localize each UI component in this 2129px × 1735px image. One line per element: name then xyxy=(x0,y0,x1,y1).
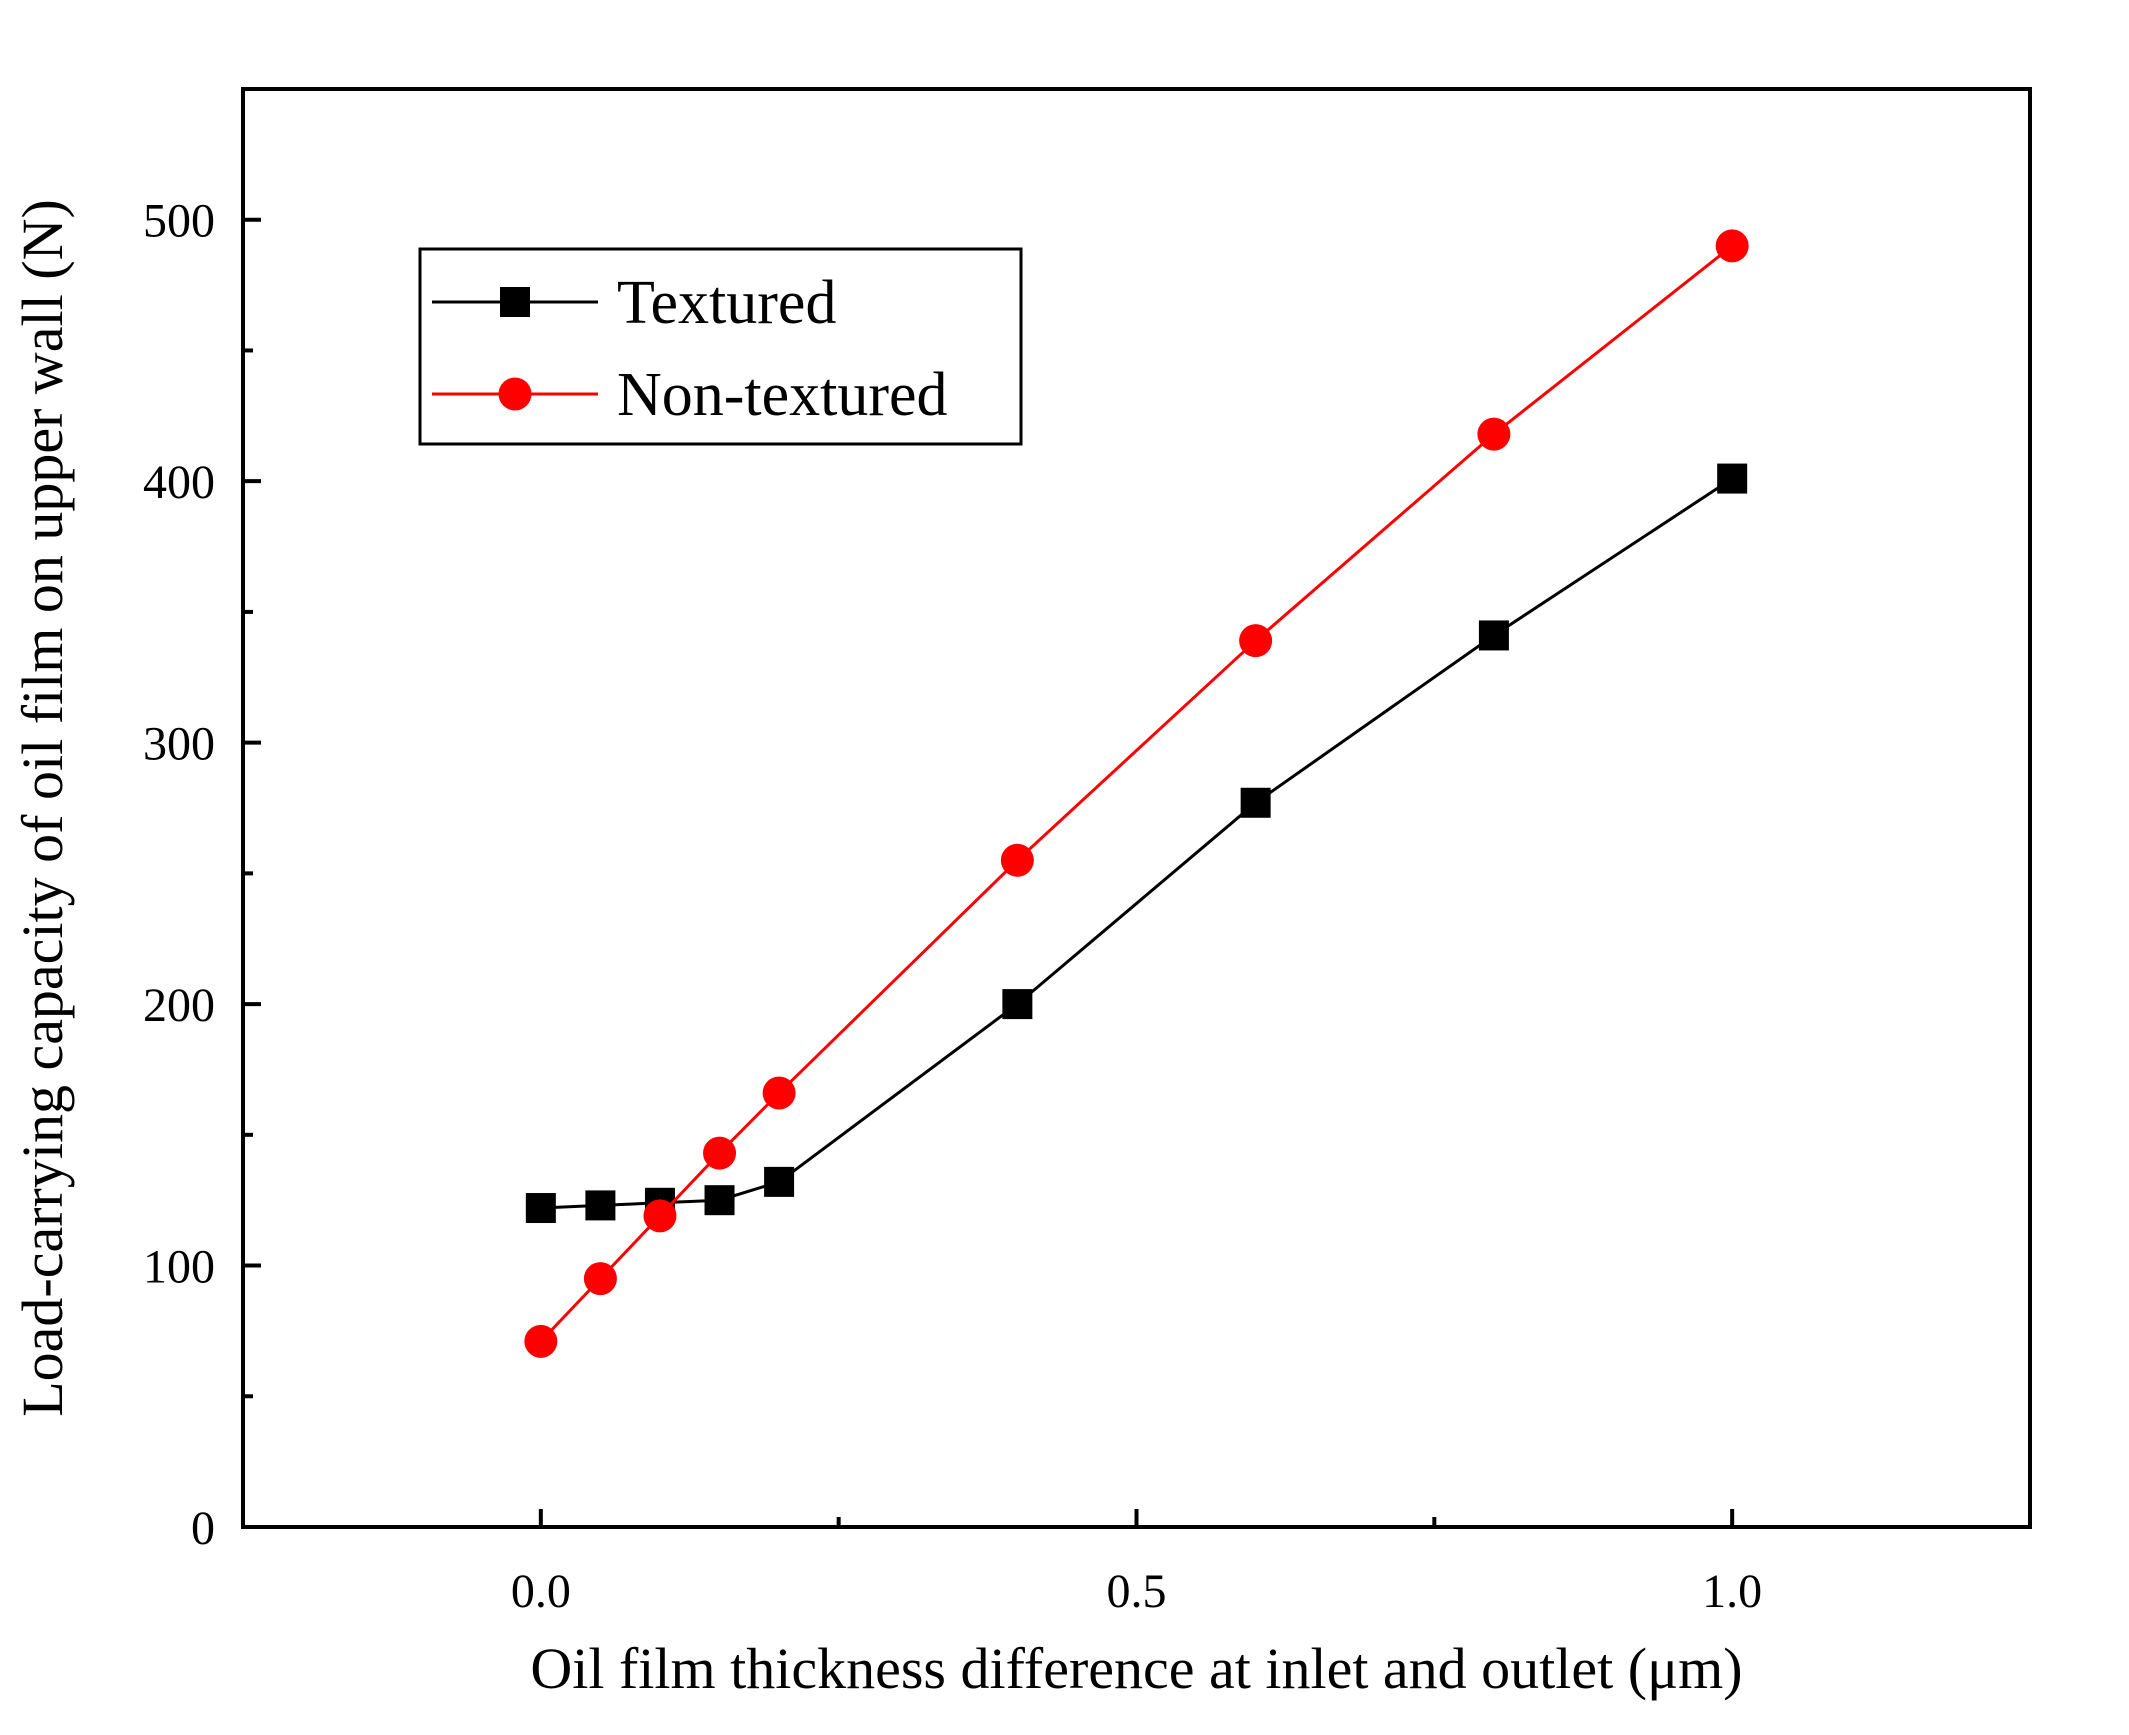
legend: Textured Non-textured xyxy=(418,247,1023,446)
data-point xyxy=(524,1324,558,1358)
data-point xyxy=(762,1076,796,1110)
x-tick-label: 1.0 xyxy=(1702,1565,1762,1618)
data-point xyxy=(764,1166,795,1197)
series xyxy=(524,229,1749,1358)
legend-item: Non-textured xyxy=(432,361,948,429)
ticks: 0.0 0.5 1.0 0 100 200 300 400 500 xyxy=(143,195,1762,1618)
y-tick-label: 300 xyxy=(143,718,215,771)
data-point xyxy=(585,1190,616,1221)
legend-label: Textured xyxy=(617,269,836,337)
series-non-textured xyxy=(524,229,1749,1358)
legend-marker xyxy=(500,287,530,317)
y-tick-label: 500 xyxy=(143,195,215,248)
y-tick-label: 100 xyxy=(143,1241,215,1294)
series-line xyxy=(540,477,1734,1210)
y-tick-label: 400 xyxy=(143,456,215,509)
series-textured xyxy=(525,463,1748,1224)
x-tick-label: 0.0 xyxy=(511,1565,571,1618)
legend-item: Textured xyxy=(432,269,836,337)
data-point xyxy=(1715,229,1749,263)
data-point xyxy=(643,1199,677,1233)
y-tick-label: 0 xyxy=(191,1502,215,1555)
x-tick-label: 0.5 xyxy=(1107,1565,1167,1618)
data-point xyxy=(1239,624,1273,658)
data-point xyxy=(1478,620,1509,651)
x-axis-title: Oil film thickness difference at inlet a… xyxy=(530,1636,1742,1701)
data-point xyxy=(1002,989,1033,1020)
legend-label: Non-textured xyxy=(617,361,948,429)
data-point xyxy=(1240,787,1271,818)
y-axis-title: Load-carrying capacity of oil film on up… xyxy=(10,199,75,1417)
data-point xyxy=(1000,843,1034,877)
y-tick-label: 200 xyxy=(143,979,215,1032)
data-point xyxy=(703,1136,737,1170)
legend-marker xyxy=(498,377,532,411)
data-point xyxy=(1477,417,1511,451)
legend-box xyxy=(418,247,1023,446)
data-point xyxy=(583,1262,617,1296)
data-point xyxy=(1717,463,1748,494)
data-point xyxy=(525,1193,556,1224)
data-point xyxy=(704,1185,735,1216)
